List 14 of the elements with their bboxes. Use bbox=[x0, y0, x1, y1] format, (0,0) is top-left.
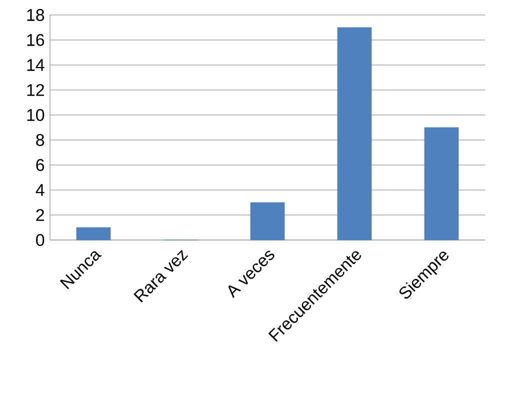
y-tick-label: 2 bbox=[36, 209, 44, 221]
bar bbox=[250, 202, 285, 240]
bar bbox=[76, 227, 111, 240]
y-tick-label: 6 bbox=[36, 159, 44, 171]
y-tick-label: 4 bbox=[36, 184, 44, 196]
y-tick-label: 12 bbox=[27, 84, 44, 96]
y-tick-label: 8 bbox=[36, 134, 44, 146]
y-tick-label: 18 bbox=[27, 9, 44, 21]
y-tick-label: 16 bbox=[27, 34, 44, 46]
y-tick-label: 10 bbox=[27, 109, 44, 121]
y-tick-label: 14 bbox=[27, 59, 44, 71]
y-tick-label: 0 bbox=[36, 234, 44, 246]
bar bbox=[337, 27, 372, 240]
bar bbox=[424, 127, 459, 240]
